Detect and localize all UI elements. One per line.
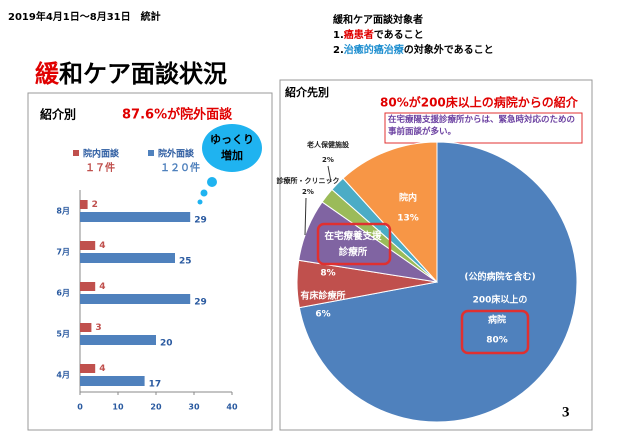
bar xyxy=(80,323,92,332)
slice-label: 診療所・クリニック xyxy=(277,176,340,185)
y-tick-label: 5月 xyxy=(56,330,70,339)
bar xyxy=(80,212,191,222)
left-panel xyxy=(27,92,273,431)
bar xyxy=(80,241,96,250)
y-tick-label: 8月 xyxy=(56,207,70,216)
slice-value: 8% xyxy=(320,269,335,279)
note-text: 在宅療陽支援診療所からは、緊急時対応のための事前面談が多い。 xyxy=(388,115,576,137)
x-tick-label: 0 xyxy=(77,403,83,412)
value-label: 29 xyxy=(194,298,207,308)
chart-title: 紹介別 xyxy=(40,107,76,122)
t: 治癒的癌治療 xyxy=(344,43,404,56)
leader xyxy=(327,165,332,183)
y-tick-label: 4月 xyxy=(56,371,70,380)
criteria-2: 2.治癒的癌治療の対象外であること xyxy=(333,43,494,56)
callout: ゆっくり xyxy=(210,133,254,146)
pie-slice xyxy=(342,141,438,284)
slice-note: 200床以上の xyxy=(473,294,528,306)
cloud-body xyxy=(202,124,262,172)
x-tick-label: 10 xyxy=(112,403,124,412)
cloud xyxy=(197,124,262,205)
slice-label: 在宅療養支援診療所 xyxy=(324,231,382,258)
note: 在宅療陽支援診療所からは、緊急時対応のための事前面談が多い。 xyxy=(388,115,576,137)
value-label: 29 xyxy=(194,216,207,226)
y-tick-label: 7月 xyxy=(56,248,70,257)
bar xyxy=(80,294,191,304)
bar xyxy=(80,376,145,386)
slice-label: 有床診療所 xyxy=(300,290,345,302)
legend-total: １７件 xyxy=(85,161,115,174)
t: 2. xyxy=(333,45,344,56)
legend-swatch xyxy=(73,150,79,156)
page-number: 3 xyxy=(562,404,570,420)
x-tick-label: 30 xyxy=(188,403,200,412)
slice-note: (公的病院を含む) xyxy=(464,271,535,283)
y-tick-label: 6月 xyxy=(56,289,70,298)
value-label: 25 xyxy=(179,257,192,267)
cloud-dot xyxy=(200,189,208,197)
annotation: 87.6%が院外面談 xyxy=(122,107,233,123)
criteria-heading: 緩和ケア面談対象者 xyxy=(333,13,423,26)
slice-value: 80% xyxy=(486,336,508,346)
period: 2019年4月1日～8月31日 統計 xyxy=(8,10,161,23)
value-label: 20 xyxy=(160,339,173,349)
legend-label: 院外面談 xyxy=(158,148,195,160)
note-box xyxy=(384,112,583,144)
value-label: 17 xyxy=(149,380,162,390)
slice-value: 13% xyxy=(397,214,419,224)
bar xyxy=(80,282,96,291)
t: 癌患者 xyxy=(344,28,374,41)
right-panel xyxy=(279,79,593,431)
slice-value: 2% xyxy=(302,188,314,196)
leader xyxy=(304,197,307,236)
highlight-box xyxy=(316,222,392,266)
t: 和ケア面談状況 xyxy=(59,60,227,88)
value-label: 4 xyxy=(99,241,105,251)
legend-label: 院内面談 xyxy=(83,148,120,160)
callout: 増加 xyxy=(221,148,243,162)
x-tick-label: 40 xyxy=(226,403,238,412)
cloud-dot xyxy=(197,199,203,205)
x-tick-label: 20 xyxy=(150,403,162,412)
chart-title: 紹介先別 xyxy=(285,85,329,99)
t: の対象外であること xyxy=(404,43,494,56)
slice-label: 老人保健施設 xyxy=(306,140,350,149)
bar xyxy=(80,200,88,209)
cloud-dot xyxy=(207,177,217,187)
value-label: 2 xyxy=(92,200,98,210)
value-label: 3 xyxy=(95,323,101,333)
slice-label-box: 在宅療養支援診療所 xyxy=(324,231,382,258)
t: 緩 xyxy=(35,60,60,88)
slice-value: 2% xyxy=(322,156,334,164)
annotation: 80%が200床以上の病院からの紹介 xyxy=(380,95,579,110)
criteria-1: 1.癌患者であること xyxy=(333,28,424,41)
legend-swatch xyxy=(148,150,154,156)
bar xyxy=(80,253,175,263)
bar xyxy=(80,335,156,345)
legend-total: １２０件 xyxy=(160,161,200,174)
t: であること xyxy=(374,28,424,41)
slice-value: 6% xyxy=(315,310,330,320)
t: 1. xyxy=(333,30,344,41)
slice-label: 院内 xyxy=(399,192,417,204)
slide-title: 緩和ケア面談状況 xyxy=(35,60,227,88)
value-label: 4 xyxy=(99,282,105,292)
bar xyxy=(80,364,96,373)
slice-label: 病院 xyxy=(488,314,506,326)
value-label: 4 xyxy=(99,364,105,374)
highlight-box xyxy=(460,309,530,355)
